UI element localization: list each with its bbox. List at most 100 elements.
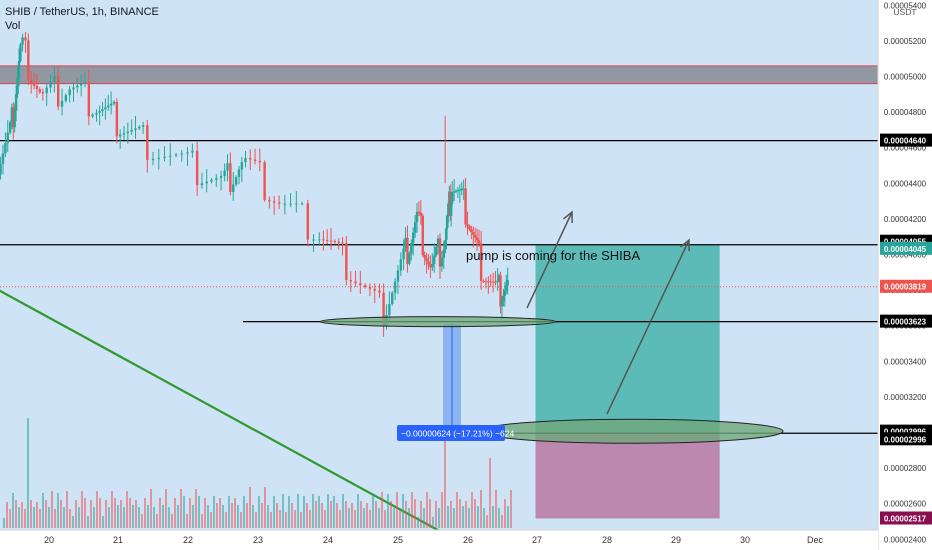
x-tick-label: 27 [532, 535, 542, 545]
candle-body [6, 132, 9, 144]
volume-bar [351, 503, 353, 528]
candle-body [312, 239, 315, 241]
candle-body [138, 126, 141, 129]
volume-bar [396, 492, 398, 528]
candle-body [444, 240, 447, 250]
candle-body [329, 240, 333, 242]
candle-body [456, 190, 460, 192]
price-axis-unit: USDT [893, 7, 916, 17]
volume-bar [348, 508, 350, 528]
volume-bar [165, 489, 167, 528]
volume-bar [123, 507, 125, 528]
y-tick-label: 0.00003400 [884, 357, 927, 366]
volume-bar [132, 505, 134, 528]
candle-body [13, 110, 16, 128]
volume-bar [141, 514, 143, 528]
volume-bar [231, 503, 233, 528]
volume-bar [486, 515, 488, 528]
volume-bar [12, 493, 14, 528]
x-tick-label: 28 [602, 535, 612, 545]
volume-bar [426, 492, 428, 528]
volume-bar [90, 500, 92, 528]
candle-body [141, 125, 145, 127]
volume-bar [354, 510, 356, 528]
x-tick-label: 30 [740, 535, 750, 545]
volume-bar [282, 494, 284, 528]
candle-body [434, 247, 438, 256]
volume-bar [405, 501, 407, 528]
candle-body [229, 163, 232, 192]
volume-bar [174, 498, 176, 528]
candle-body [95, 112, 98, 115]
candle-body [479, 243, 483, 282]
candle-body [205, 181, 208, 184]
candle-body [76, 85, 79, 88]
x-tick-label: 29 [671, 535, 681, 545]
candle-body [174, 154, 178, 156]
volume-bar [276, 503, 278, 528]
volume-bars [3, 418, 512, 528]
price-label: 0.00002996 [884, 428, 927, 437]
candle-body [433, 255, 436, 264]
candle-body [454, 190, 458, 192]
volume-bar [393, 508, 395, 528]
volume-bar [39, 509, 41, 528]
y-tick-label: 0.00004800 [884, 108, 927, 117]
candle-body [442, 249, 446, 259]
volume-bar [195, 489, 197, 528]
candle-body [354, 281, 357, 284]
candle-body [104, 107, 107, 110]
candle-body [226, 163, 229, 171]
volume-bar [267, 505, 269, 528]
candle-body [399, 259, 403, 271]
volume-bar [342, 494, 344, 528]
candle-body [41, 92, 45, 94]
volume-bar [318, 496, 320, 528]
volume-bar [381, 492, 383, 528]
volume-bar [72, 516, 74, 528]
candle-body [505, 285, 508, 291]
volume-bar [147, 505, 149, 528]
volume-bar [447, 506, 449, 528]
volume-bar [153, 507, 155, 528]
volume-bar [375, 501, 377, 528]
candle-body [115, 101, 119, 137]
candle-body [29, 79, 33, 83]
volume-bar [144, 498, 146, 528]
volume-bar [474, 499, 476, 528]
y-tick-label: 0.00003200 [884, 393, 927, 402]
volume-bar [345, 501, 347, 528]
volume-bar [42, 493, 44, 528]
volume-bar [456, 492, 458, 528]
candle-body [472, 231, 475, 235]
candle-body [322, 239, 325, 241]
support-ellipse [319, 316, 557, 328]
volume-bar [180, 489, 182, 528]
volume-bar [294, 510, 296, 528]
candle-body [1, 153, 5, 164]
candle-body [21, 37, 24, 45]
symbol-title[interactable]: SHIB / TetherUS, 1h, BINANCE [5, 6, 159, 18]
candle-body [283, 203, 287, 205]
candle-body [470, 229, 473, 232]
volume-bar [114, 498, 116, 528]
candle-body [27, 40, 30, 80]
volume-bar [129, 498, 131, 528]
volume-bar [459, 499, 461, 528]
volume-bar [216, 503, 218, 528]
candle-body [8, 122, 12, 133]
volume-bar [429, 499, 431, 528]
candle-body [45, 87, 48, 94]
volume-bar [156, 514, 158, 528]
candle-body [109, 103, 113, 106]
candle-body [452, 191, 456, 193]
y-tick-label: 0.00004000 [884, 251, 927, 260]
volume-bar [15, 500, 17, 528]
candle-body [38, 89, 42, 93]
candle-body [499, 275, 502, 307]
volume-bar [306, 503, 308, 528]
candle-body [24, 37, 27, 41]
candle-body [359, 283, 362, 286]
